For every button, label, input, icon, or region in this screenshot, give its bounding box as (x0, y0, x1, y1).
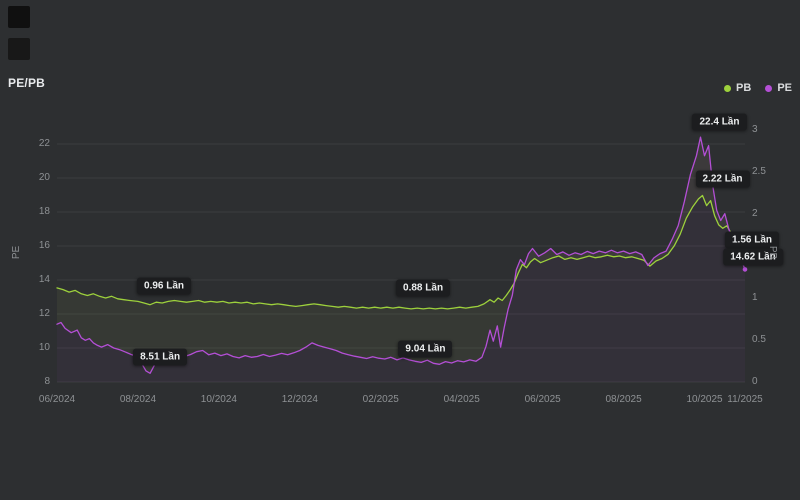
legend-item-pe[interactable]: PE (765, 82, 792, 94)
data-label: 2.22 Lần (695, 170, 750, 188)
x-axis-label: 10/2025 (686, 394, 723, 405)
y-axis-label-right: 0.5 (752, 334, 766, 345)
y-axis-label-right: 3 (752, 124, 758, 135)
data-label: 1.56 Lần (724, 231, 780, 249)
data-label: 8.51 Lần (133, 348, 188, 366)
y-axis-label-right: 2 (752, 208, 758, 219)
y-axis-title-right: PB (767, 245, 779, 260)
y-axis-label-left: 18 (38, 205, 50, 217)
x-axis-label: 11/2025 (727, 394, 763, 405)
y-axis-label-left: 10 (38, 341, 50, 353)
chart-legend: PB PE (724, 82, 792, 94)
data-label: 0.88 Lần (396, 279, 451, 297)
data-label: 9.04 Lần (398, 340, 453, 358)
dark-square-decoration-bottom (8, 38, 30, 60)
y-axis-label-left: 14 (38, 273, 50, 285)
y-axis-title-left: PE (11, 245, 23, 260)
legend-label: PE (777, 82, 792, 94)
series-end-dot-pe (742, 267, 748, 272)
x-axis-label: 06/2024 (38, 394, 76, 405)
y-axis-label-left: 8 (44, 376, 50, 387)
data-label: 0.96 Lần (137, 277, 192, 295)
legend-item-pb[interactable]: PB (724, 82, 751, 94)
dark-square-decoration-top (8, 6, 30, 28)
y-axis-label-left: 22 (38, 137, 50, 149)
x-axis-label: 12/2024 (281, 394, 318, 405)
x-axis-label: 10/2024 (200, 394, 237, 405)
legend-dot-pe (765, 84, 773, 92)
data-label: 14.62 Lần (723, 248, 783, 266)
y-axis-label-right: 2.5 (752, 166, 766, 177)
x-axis-label: 02/2025 (362, 394, 399, 405)
legend-dot-pb (724, 84, 732, 92)
x-axis-label: 08/2024 (119, 394, 157, 405)
pb-pe-band-fill (57, 137, 745, 374)
pe-area-fill (57, 137, 745, 382)
x-axis-label: 08/2025 (605, 394, 642, 405)
y-axis-label-left: 12 (38, 307, 50, 319)
y-axis-label-left: 20 (38, 171, 50, 183)
x-axis-label: 06/2025 (524, 394, 561, 405)
x-axis-label: 04/2025 (443, 394, 480, 405)
chart-title: PE/PB (8, 76, 46, 90)
y-axis-label-right: 1 (752, 292, 758, 303)
data-label: 22.4 Lần (692, 113, 747, 131)
y-axis-label-right: 0 (752, 376, 758, 387)
y-axis-label-left: 16 (38, 239, 50, 251)
series-line-pb (56, 194, 746, 310)
legend-label: PB (736, 82, 752, 94)
